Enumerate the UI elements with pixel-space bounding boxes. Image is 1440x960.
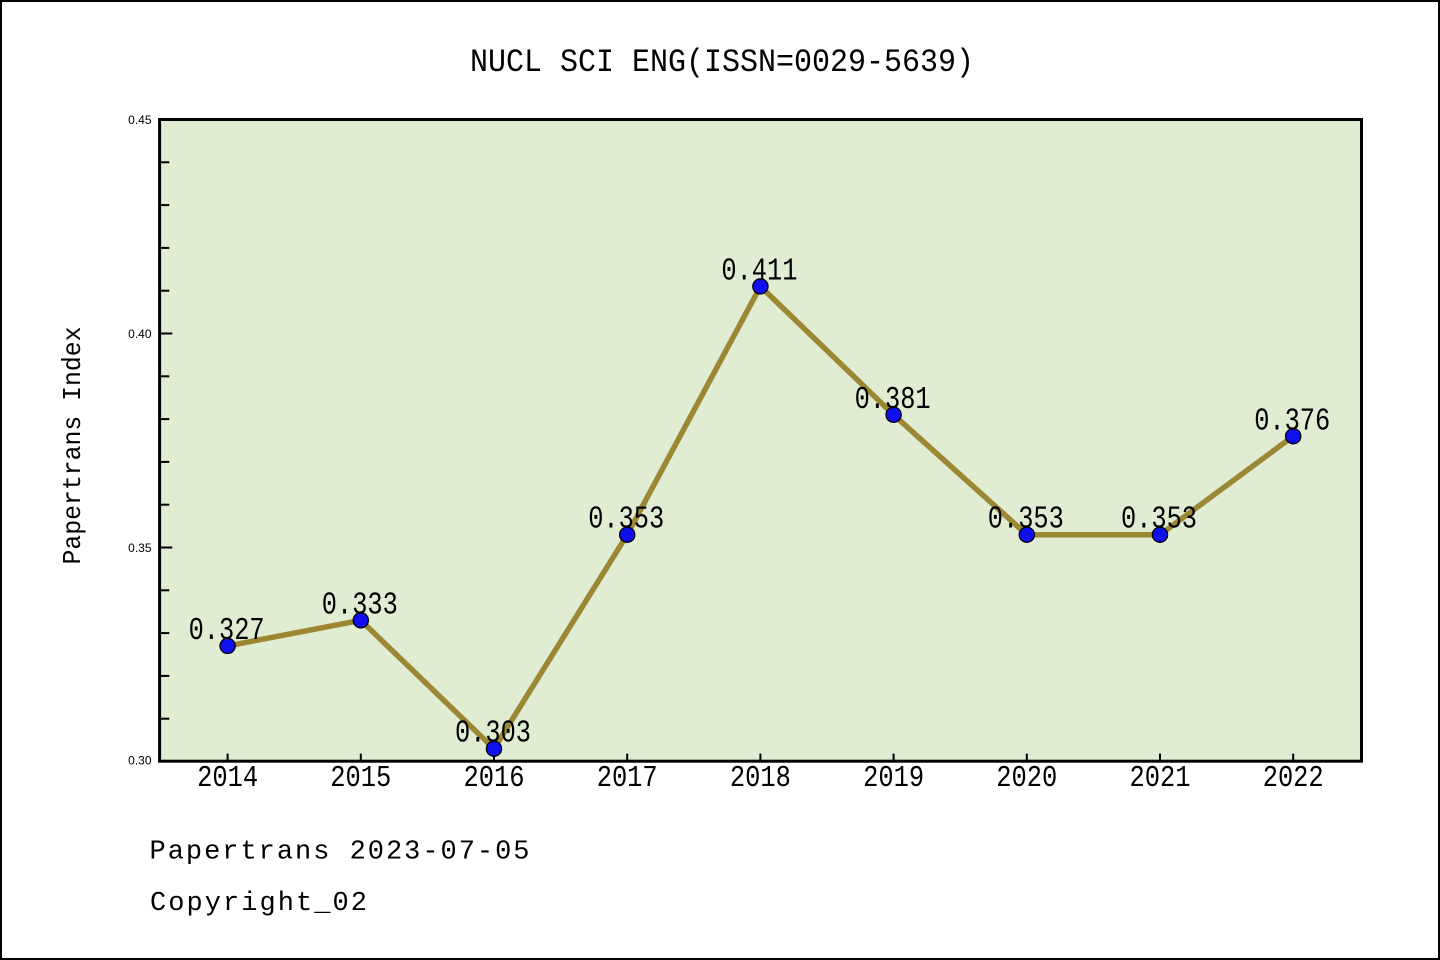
svg-text:2021: 2021 [1130, 762, 1191, 796]
svg-text:2015: 2015 [330, 762, 391, 796]
svg-text:0.327: 0.327 [189, 614, 265, 649]
svg-text:0.353: 0.353 [1121, 503, 1197, 538]
svg-text:2014: 2014 [197, 762, 258, 796]
svg-text:0.40: 0.40 [128, 327, 152, 341]
svg-text:0.333: 0.333 [322, 588, 398, 623]
svg-text:Papertrans 2023-07-05: Papertrans 2023-07-05 [150, 837, 530, 867]
svg-text:0.45: 0.45 [128, 113, 152, 127]
svg-text:2016: 2016 [464, 762, 525, 796]
svg-text:Papertrans Index: Papertrans Index [58, 327, 88, 565]
svg-text:2019: 2019 [863, 762, 924, 796]
svg-text:2020: 2020 [996, 762, 1057, 796]
svg-text:NUCL SCI ENG(ISSN=0029-5639): NUCL SCI ENG(ISSN=0029-5639) [470, 44, 974, 81]
svg-text:0.35: 0.35 [128, 541, 152, 555]
svg-text:0.411: 0.411 [721, 254, 797, 289]
svg-text:0.353: 0.353 [588, 503, 664, 538]
svg-text:0.376: 0.376 [1254, 405, 1330, 440]
svg-text:2022: 2022 [1263, 762, 1324, 796]
svg-text:0.30: 0.30 [128, 754, 152, 768]
svg-text:2018: 2018 [730, 762, 791, 796]
svg-text:0.303: 0.303 [455, 717, 531, 752]
svg-text:0.381: 0.381 [855, 383, 931, 418]
svg-text:2017: 2017 [597, 762, 658, 796]
svg-text:0.353: 0.353 [988, 503, 1064, 538]
